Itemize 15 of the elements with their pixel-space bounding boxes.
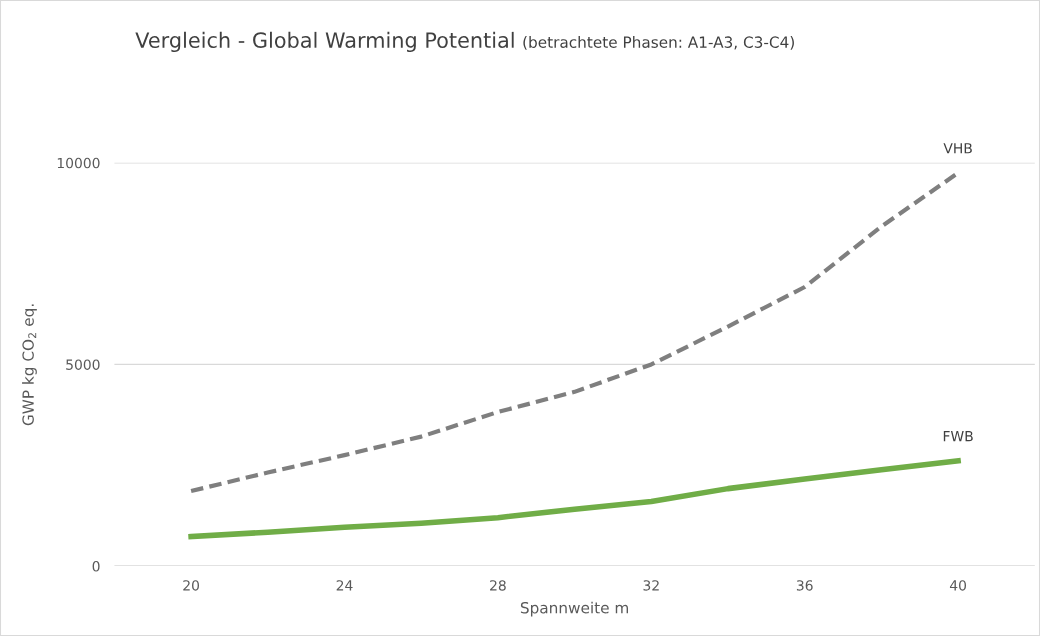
series-label: VHB	[943, 143, 972, 154]
x-tick-label: 28	[490, 580, 506, 591]
y-tick-label: 5000	[66, 359, 100, 370]
y-tick-label: 0	[92, 561, 100, 572]
x-tick-label: 32	[643, 580, 659, 591]
y-tick-label: 10000	[57, 157, 100, 169]
chart-subtitle: (betrachtete Phasen: A1-A3, C3-C4)	[523, 36, 794, 50]
x-axis-title: Spannweite m	[520, 601, 628, 617]
series-label: FWB	[943, 431, 973, 442]
x-tick-label: 24	[336, 580, 353, 591]
chart-title: Vergleich - Global Warming Potential	[135, 31, 514, 53]
y-axis-title: GWP kg CO$_{2}$ eq.	[22, 304, 37, 426]
x-tick-label: 20	[183, 580, 200, 591]
x-tick-label: 40	[949, 580, 967, 591]
x-tick-label: 36	[796, 580, 813, 591]
